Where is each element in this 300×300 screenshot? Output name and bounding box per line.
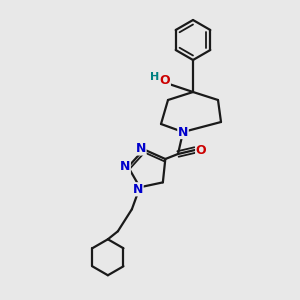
Text: O: O	[160, 74, 170, 88]
Text: N: N	[178, 125, 188, 139]
Text: O: O	[196, 143, 206, 157]
Text: N: N	[136, 142, 146, 155]
Text: H: H	[150, 72, 160, 82]
Text: N: N	[133, 183, 143, 196]
Text: N: N	[120, 160, 130, 173]
